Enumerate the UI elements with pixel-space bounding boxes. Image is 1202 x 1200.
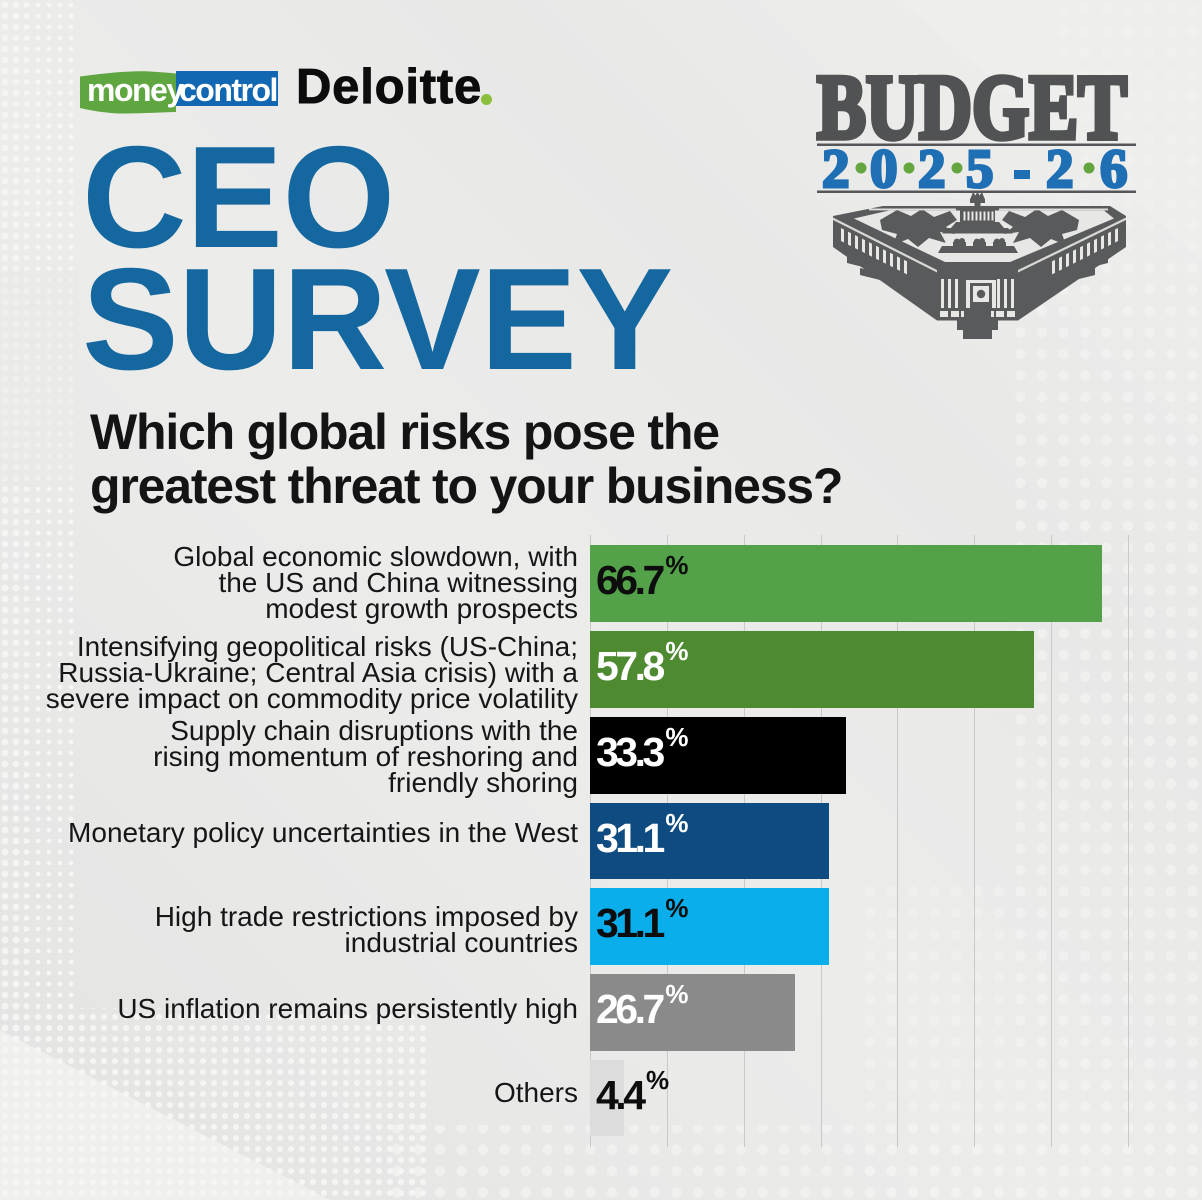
svg-text:2: 2 — [822, 138, 850, 199]
svg-text:money: money — [87, 72, 184, 108]
svg-text:0: 0 — [870, 138, 898, 199]
svg-text:5: 5 — [966, 138, 994, 199]
svg-text:6: 6 — [1100, 138, 1128, 199]
svg-text:2: 2 — [1046, 138, 1074, 199]
svg-text:control: control — [179, 72, 277, 108]
svg-text:2: 2 — [918, 138, 946, 199]
